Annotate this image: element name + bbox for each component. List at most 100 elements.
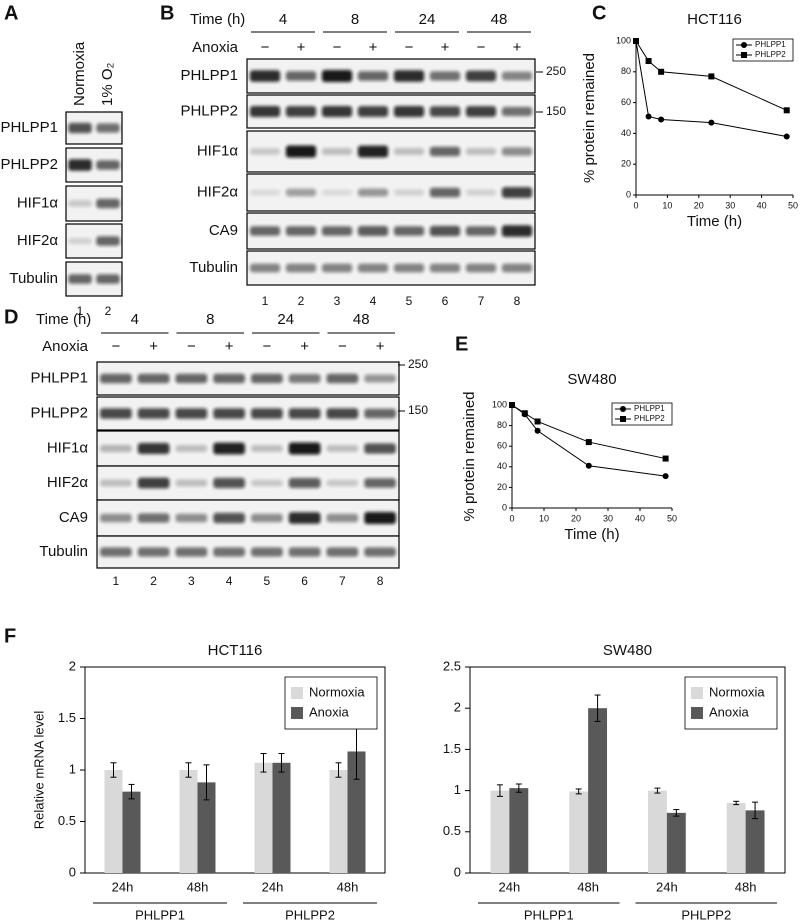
treatment-sign: + bbox=[441, 39, 450, 56]
size-marker: 250 bbox=[408, 357, 428, 371]
y-axis-label: % protein remained bbox=[581, 53, 598, 183]
treatment-sign: − bbox=[187, 338, 196, 355]
band bbox=[465, 148, 497, 155]
lane-number: 4 bbox=[370, 294, 377, 308]
lane-number: 6 bbox=[301, 574, 308, 588]
band bbox=[364, 374, 396, 383]
band bbox=[100, 513, 132, 523]
panel-label: F bbox=[4, 625, 16, 647]
band bbox=[288, 442, 321, 455]
lane-number: 5 bbox=[264, 574, 271, 588]
band bbox=[393, 263, 425, 273]
row-label: PHLPP2 bbox=[180, 102, 238, 119]
error-bar bbox=[110, 762, 117, 778]
band bbox=[137, 442, 170, 455]
group-label: PHLPP2 bbox=[285, 907, 335, 922]
lane-number: 1 bbox=[113, 574, 120, 588]
plot-frame bbox=[469, 666, 786, 874]
band bbox=[175, 513, 208, 523]
x-tick-label: 48h bbox=[735, 879, 757, 894]
band bbox=[68, 122, 92, 134]
marker bbox=[708, 119, 715, 126]
band bbox=[321, 70, 353, 82]
y-tick-label: 1.5 bbox=[58, 710, 76, 725]
lane-number: 2 bbox=[105, 304, 112, 318]
x-tick-label: 0 bbox=[509, 513, 514, 523]
band bbox=[465, 226, 497, 236]
band bbox=[321, 263, 353, 273]
lane-number: 3 bbox=[334, 294, 341, 308]
lane-number: 5 bbox=[406, 294, 413, 308]
row-label: Tubulin bbox=[39, 543, 88, 560]
band bbox=[288, 512, 321, 524]
band bbox=[393, 189, 425, 196]
band bbox=[501, 225, 533, 237]
y-tick-label: 2.5 bbox=[443, 658, 461, 673]
band bbox=[100, 547, 132, 557]
y-tick-label: 80 bbox=[621, 66, 631, 76]
legend-swatch bbox=[291, 687, 303, 699]
band bbox=[364, 443, 396, 454]
y-tick-label: 1.5 bbox=[443, 741, 461, 756]
band bbox=[213, 477, 245, 489]
band bbox=[357, 188, 389, 197]
y-tick-label: 60 bbox=[621, 97, 631, 107]
band bbox=[364, 547, 396, 557]
band bbox=[465, 106, 497, 117]
error-bar bbox=[278, 753, 285, 773]
band bbox=[288, 408, 321, 419]
bar bbox=[179, 770, 198, 873]
treatment-sign: − bbox=[111, 338, 120, 355]
band bbox=[326, 479, 359, 487]
chart-title: HCT116 bbox=[208, 642, 263, 659]
x-tick-label: 24h bbox=[112, 879, 134, 894]
legend-marker bbox=[741, 52, 747, 58]
band bbox=[285, 263, 317, 273]
error-bar bbox=[496, 784, 503, 797]
error-bar bbox=[128, 783, 135, 800]
row-label: PHLPP1 bbox=[0, 119, 58, 136]
band bbox=[251, 513, 283, 523]
y-tick-label: 40 bbox=[497, 461, 507, 471]
band bbox=[249, 70, 281, 82]
time-value: 4 bbox=[279, 11, 287, 28]
band bbox=[249, 148, 281, 155]
y-tick-label: 1 bbox=[69, 761, 76, 776]
bar bbox=[329, 770, 348, 873]
bar bbox=[726, 802, 746, 873]
x-tick-label: 48h bbox=[337, 879, 359, 894]
band bbox=[100, 479, 132, 487]
legend-swatch bbox=[691, 707, 703, 719]
band bbox=[364, 512, 396, 524]
band bbox=[175, 373, 208, 384]
y-tick-label: 20 bbox=[497, 482, 507, 492]
band bbox=[213, 408, 245, 419]
y-axis-label: Relative mRNA level bbox=[31, 711, 46, 830]
treatment-sign: + bbox=[369, 39, 378, 56]
row-label: HIF2α bbox=[197, 183, 239, 200]
band bbox=[321, 189, 353, 196]
row-label: Tubulin bbox=[9, 270, 58, 287]
legend-box bbox=[284, 676, 378, 730]
band bbox=[393, 148, 425, 155]
error-bar bbox=[673, 809, 680, 817]
row-label: PHLPP2 bbox=[0, 156, 58, 173]
legend-swatch bbox=[691, 687, 703, 699]
y-tick-label: 80 bbox=[497, 420, 507, 430]
bar bbox=[745, 810, 765, 873]
error-bar bbox=[575, 788, 582, 795]
panel-label: D bbox=[4, 306, 18, 328]
bar bbox=[588, 708, 608, 873]
marker bbox=[783, 133, 790, 140]
panel-label: B bbox=[160, 2, 174, 24]
bar bbox=[509, 788, 529, 873]
treatment-label: Anoxia bbox=[192, 39, 239, 56]
x-tick-label: 48h bbox=[187, 879, 209, 894]
band bbox=[326, 513, 359, 523]
band bbox=[251, 479, 283, 487]
marker bbox=[585, 439, 592, 446]
band bbox=[321, 226, 353, 236]
band bbox=[175, 408, 208, 419]
band bbox=[213, 547, 245, 557]
band bbox=[213, 442, 245, 455]
